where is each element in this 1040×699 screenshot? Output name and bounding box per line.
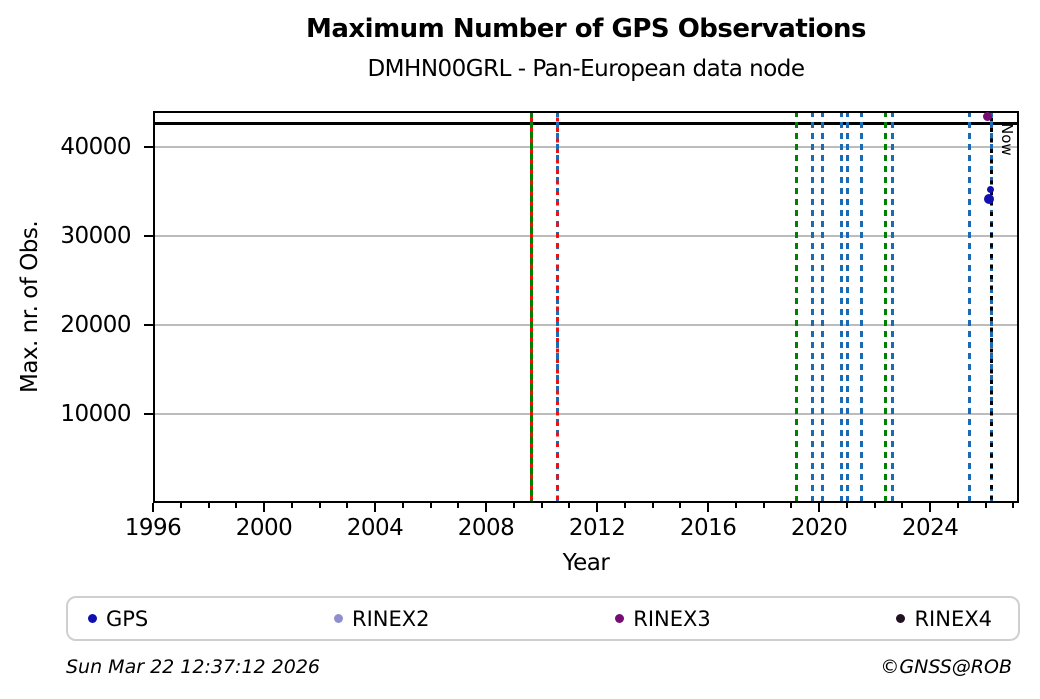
credit-text: ©GNSS@ROB <box>880 656 1012 678</box>
now-line-overlay <box>990 111 994 503</box>
chart-title: Maximum Number of GPS Observations <box>305 14 867 44</box>
x-axis-tick <box>956 503 959 508</box>
legend-label: RINEX4 <box>914 606 992 631</box>
y-tick-label: 40000 <box>60 134 131 161</box>
x-tick-label: 2016 <box>679 515 737 541</box>
x-axis-tick <box>623 503 626 508</box>
x-axis-tick <box>929 503 932 512</box>
legend-label: GPS <box>106 606 149 631</box>
legend: GPS RINEX2 RINEX3 RINEX4 <box>66 596 1020 641</box>
x-axis-tick <box>457 503 460 508</box>
legend-marker-rinex4-icon <box>896 614 906 623</box>
x-axis-tick <box>651 503 654 508</box>
x-axis-tick <box>707 503 710 512</box>
event-line <box>968 111 972 503</box>
event-line <box>883 111 887 503</box>
x-axis-tick <box>179 503 182 508</box>
y-axis-tick <box>144 413 153 416</box>
x-tick-label: 1996 <box>124 515 182 541</box>
event-line <box>794 111 798 503</box>
legend-marker-rinex3-icon <box>615 614 625 623</box>
x-axis-tick <box>207 503 210 508</box>
legend-item-gps: GPS <box>88 607 148 631</box>
x-axis-tick <box>346 503 349 508</box>
x-axis-tick <box>790 503 793 508</box>
data-point-gps <box>987 185 995 193</box>
y-axis-tick <box>144 146 153 149</box>
x-axis-tick <box>1012 503 1015 508</box>
y-axis-tick <box>144 324 153 327</box>
now-label: Now <box>997 123 1016 156</box>
legend-marker-rinex2-icon <box>334 614 343 623</box>
event-line <box>821 111 825 503</box>
plot-border <box>153 111 1019 503</box>
x-axis-tick <box>152 503 154 512</box>
chart-subtitle: DMHN00GRL - Pan-European data node <box>367 56 805 82</box>
x-axis-tick <box>818 503 821 512</box>
max-obs-line <box>153 122 1019 125</box>
x-tick-label: 2024 <box>901 515 959 541</box>
x-axis-tick <box>374 503 377 512</box>
legend-item-rinex3: RINEX3 <box>615 607 711 631</box>
y-gridline <box>153 413 1019 416</box>
x-axis-tick <box>596 503 599 512</box>
y-tick-label: 10000 <box>60 401 131 428</box>
legend-item-rinex2: RINEX2 <box>334 607 430 631</box>
x-axis-tick <box>263 503 266 512</box>
legend-label: RINEX3 <box>633 606 711 631</box>
y-gridline <box>153 146 1019 149</box>
x-axis-tick <box>845 503 848 508</box>
x-axis-tick <box>485 503 488 512</box>
legend-item-rinex4: RINEX4 <box>896 607 992 631</box>
x-axis-tick <box>762 503 765 508</box>
event-line <box>860 111 864 503</box>
x-tick-label: 2008 <box>457 515 515 541</box>
x-axis-tick <box>540 503 543 508</box>
x-axis-tick <box>429 503 432 508</box>
x-tick-label: 2004 <box>346 515 404 541</box>
x-axis-tick <box>290 503 293 508</box>
y-axis-label: Max. nr. of Obs. <box>17 220 43 394</box>
x-axis-tick <box>235 503 238 508</box>
x-axis-tick <box>318 503 321 508</box>
event-line <box>891 111 895 503</box>
x-axis-tick <box>901 503 904 508</box>
x-tick-label: 2020 <box>790 515 848 541</box>
y-tick-label: 30000 <box>60 223 131 250</box>
x-axis-tick <box>984 503 987 508</box>
y-axis-tick <box>144 235 153 238</box>
legend-marker-gps-icon <box>88 614 97 623</box>
x-axis-tick <box>512 503 515 508</box>
data-point-rinex3 <box>983 111 993 121</box>
x-axis-tick <box>401 503 404 508</box>
event-line-overlay <box>529 111 533 503</box>
y-gridline <box>153 235 1019 238</box>
event-line-overlay <box>555 111 559 503</box>
x-axis-label: Year <box>562 550 610 576</box>
event-line <box>839 111 843 503</box>
data-point-gps <box>984 194 995 204</box>
x-axis-tick <box>734 503 737 508</box>
x-tick-label: 2000 <box>235 515 293 541</box>
x-tick-label: 2012 <box>568 515 626 541</box>
event-line <box>811 111 815 503</box>
y-tick-label: 20000 <box>60 312 131 339</box>
x-axis-tick <box>873 503 876 508</box>
timestamp-text: Sun Mar 22 12:37:12 2026 <box>66 656 321 678</box>
x-axis-tick <box>568 503 571 508</box>
y-gridline <box>153 324 1019 327</box>
event-line <box>845 111 849 503</box>
x-axis-tick <box>679 503 682 508</box>
plot-area: 10000 20000 30000 40000 1996 2000 2004 2008 2012… <box>60 111 1019 541</box>
legend-label: RINEX2 <box>352 606 430 631</box>
